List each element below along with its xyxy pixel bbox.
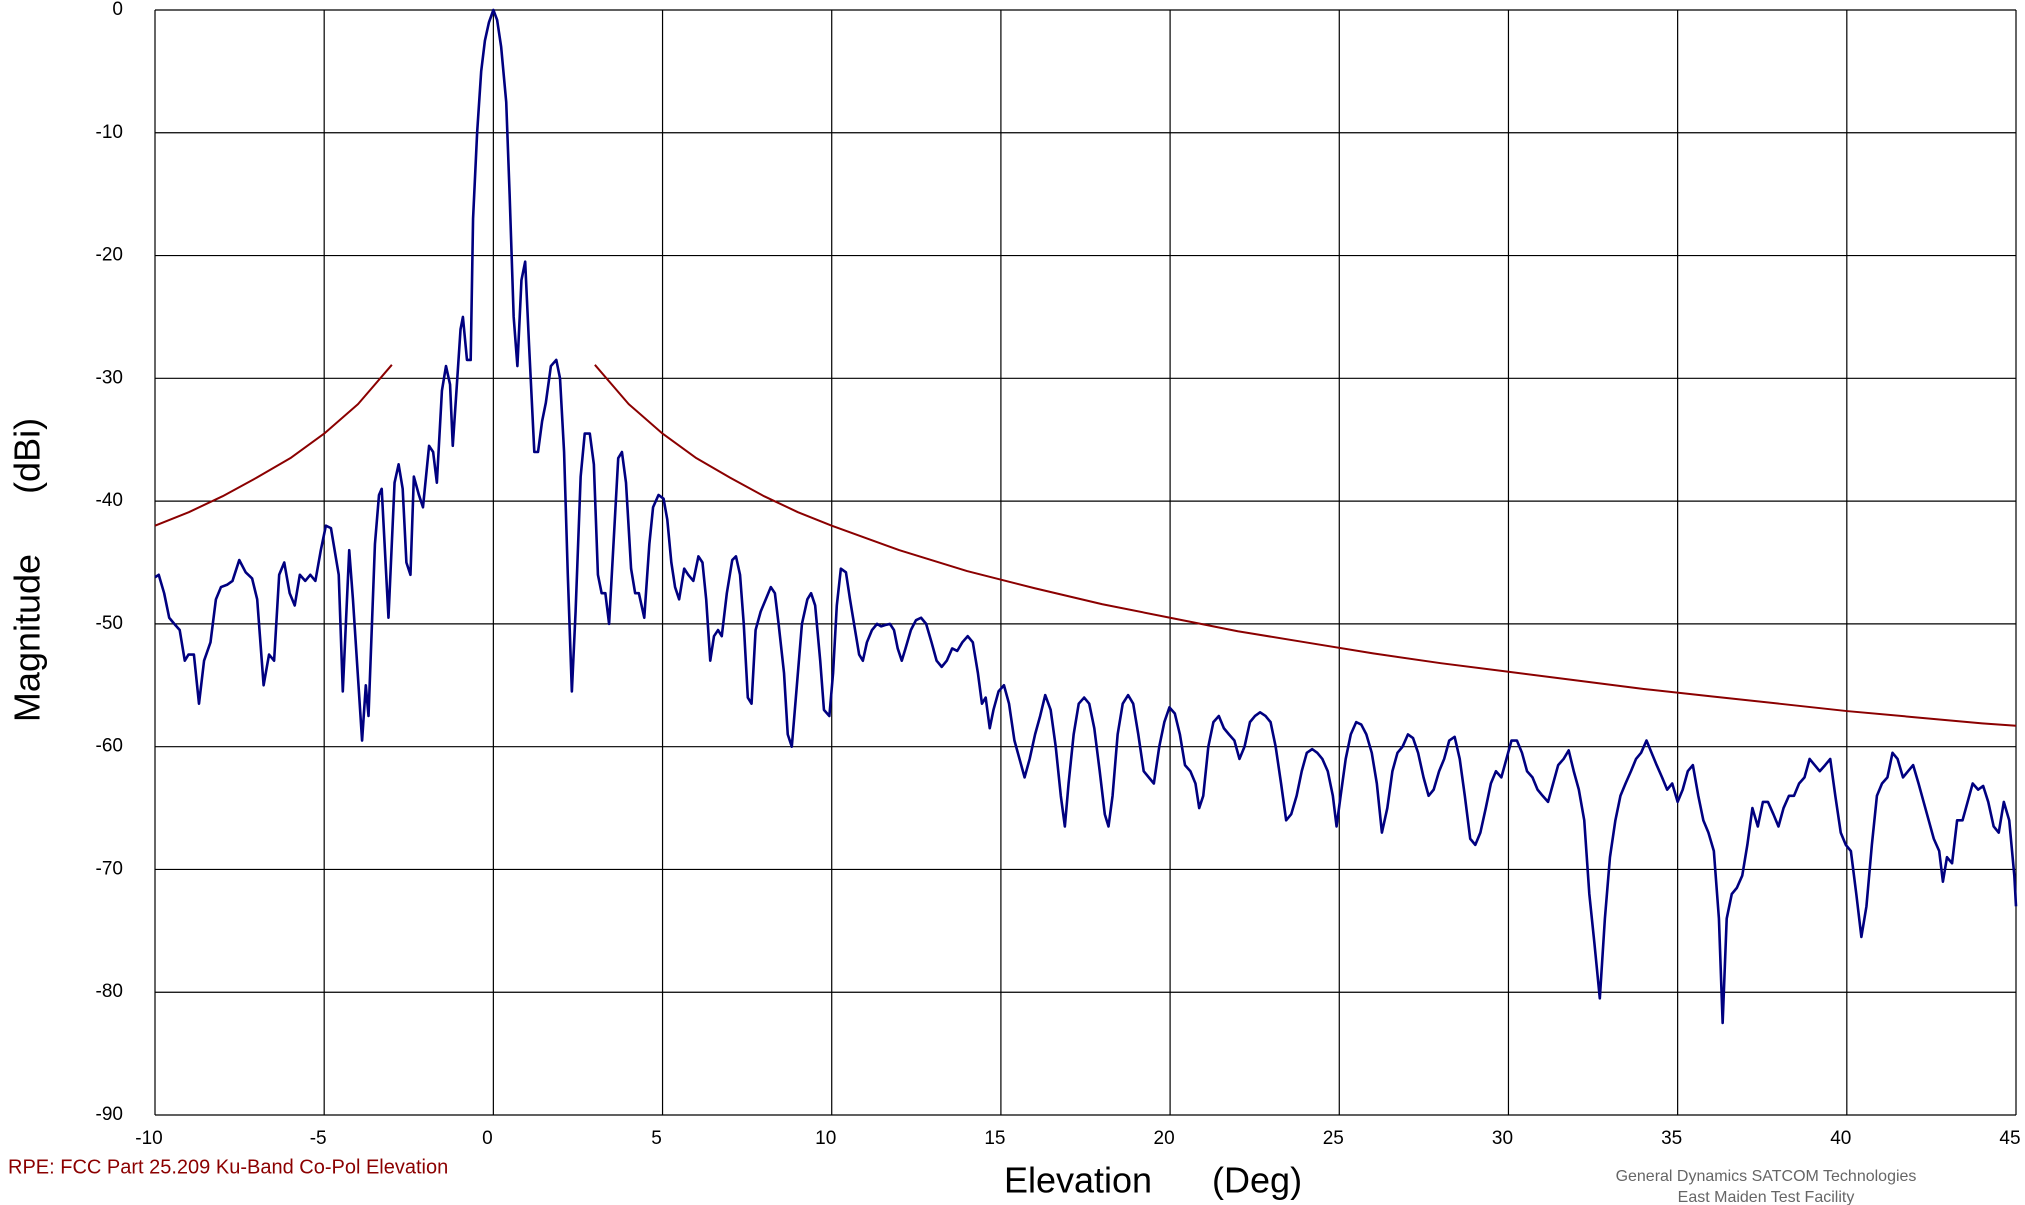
- y-tick-label: -80: [96, 981, 123, 1002]
- x-tick-label: 25: [1323, 1128, 1344, 1149]
- y-tick-label: -10: [96, 122, 123, 143]
- credit: East Maiden Test Facility: [1678, 1189, 1855, 1205]
- x-tick-label: 35: [1661, 1128, 1682, 1149]
- y-tick-label: -50: [96, 613, 123, 634]
- x-tick-label: -10: [135, 1128, 162, 1149]
- credit: General Dynamics SATCOM Technologies: [1616, 1168, 1917, 1185]
- series-line: [154, 364, 2017, 727]
- x-tick-label: 45: [1999, 1128, 2020, 1149]
- y-tick-label: 0: [112, 0, 123, 20]
- y-tick-label: -40: [96, 490, 123, 511]
- caption: RPE: FCC Part 25.209 Ku-Band Co-Pol Elev…: [8, 1156, 448, 1178]
- x-tick-label: 30: [1492, 1128, 1513, 1149]
- y-tick-label: -70: [96, 858, 123, 879]
- y-axis-title: Magnitude (dBi): [7, 418, 48, 722]
- x-tick-label: -5: [310, 1128, 327, 1149]
- x-tick-label: 0: [482, 1128, 493, 1149]
- x-tick-label: 20: [1154, 1128, 1175, 1149]
- x-tick-label: 10: [815, 1128, 836, 1149]
- x-tick-label: 40: [1830, 1128, 1851, 1149]
- x-axis-title: Elevation (Deg): [1004, 1160, 1302, 1201]
- x-tick-label: 5: [651, 1128, 662, 1149]
- y-tick-label: -30: [96, 367, 123, 388]
- y-tick-label: -60: [96, 736, 123, 757]
- series-line: [154, 8, 2018, 1025]
- x-tick-label: 15: [984, 1128, 1005, 1149]
- y-tick-label: -20: [96, 245, 123, 266]
- y-tick-label: -90: [96, 1104, 123, 1125]
